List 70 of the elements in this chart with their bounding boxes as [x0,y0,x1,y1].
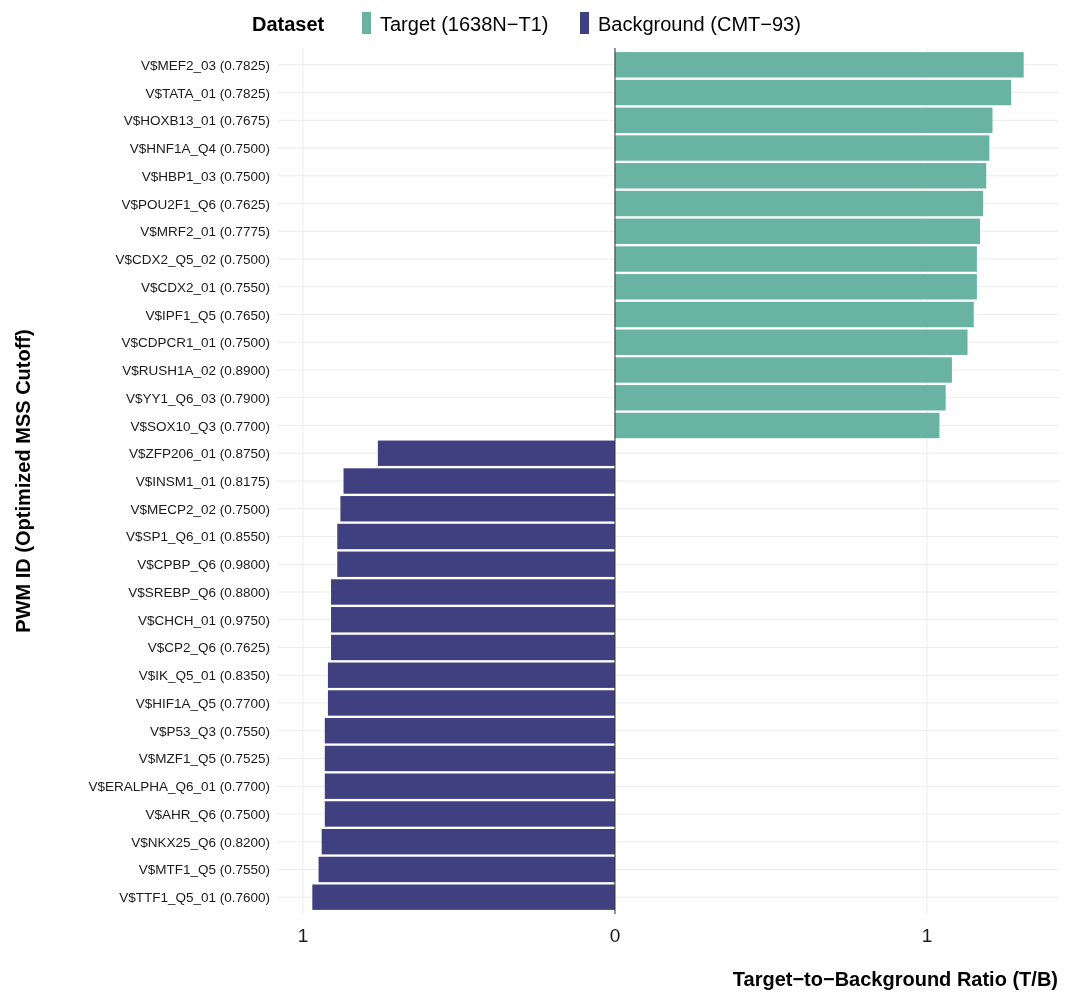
y-tick-label: V$HIF1A_Q5 (0.7700) [135,695,270,711]
y-tick-label: V$CHCH_01 (0.9750) [137,612,270,628]
y-tick-label: V$CDPCR1_01 (0.7500) [121,335,270,351]
y-tick-label: V$IK_Q5_01 (0.8350) [138,668,270,684]
bar [337,551,615,577]
bar [614,274,977,300]
bar [614,79,1012,106]
y-tick-label: V$MRF2_01 (0.7775) [140,224,270,240]
x-axis-title: Target−to−Background Ratio (T/B) [732,968,1058,990]
legend-label: Target (1638N−T1) [380,13,549,35]
bar [327,690,615,716]
y-tick-label: V$SOX10_Q3 (0.7700) [130,418,270,434]
bar [614,412,940,439]
y-tick-label: V$HBP1_03 (0.7500) [141,168,270,184]
y-tick-label: V$AHR_Q6 (0.7500) [145,806,270,822]
bar [331,634,615,661]
bar [614,301,974,328]
y-tick-label: V$ERALPHA_Q6_01 (0.7700) [88,779,270,795]
y-tick-label: V$MECP2_02 (0.7500) [130,501,270,517]
y-tick-label: V$CP2_Q6 (0.7625) [147,640,270,656]
y-tick-label: V$P53_Q3 (0.7550) [149,723,270,739]
y-tick-label: V$RUSH1A_02 (0.8900) [122,363,270,379]
bar [321,829,615,855]
x-tick-label: 1 [297,925,309,946]
y-tick-label: V$INSM1_01 (0.8175) [135,474,270,489]
bar [324,773,615,799]
bar [614,52,1024,78]
y-tick-label: V$IPF1_Q5 (0.7650) [145,307,270,323]
y-tick-label: V$CPBP_Q6 (0.9800) [137,557,270,573]
bar [312,884,615,910]
y-tick-label: V$CDX2_01 (0.7550) [140,279,270,295]
y-tick-label: V$YY1_Q6_03 (0.7900) [125,390,270,406]
bar [343,468,615,494]
y-tick-label: V$MEF2_03 (0.7825) [140,57,270,73]
y-tick-label: V$TATA_01 (0.7825) [145,85,270,101]
bar [327,662,615,688]
bar [337,523,615,550]
bar [614,190,984,217]
legend-title: Dataset [252,13,325,35]
bar [377,440,615,466]
y-axis-title: PWM ID (Optimized MSS Cutoff) [12,329,34,633]
y-tick-label: V$SREBP_Q6 (0.8800) [128,584,270,600]
bar [614,218,980,244]
y-tick-label: V$SP1_Q6_01 (0.8550) [125,529,270,545]
bar [324,718,615,744]
bar [614,385,946,411]
bar [614,135,990,161]
y-tick-label: V$HNF1A_Q4 (0.7500) [129,141,270,157]
bar [614,246,977,272]
legend-label: Background (CMT−93) [598,13,801,35]
y-tick-label: V$MZF1_Q5 (0.7525) [138,751,270,767]
y-tick-label: V$MTF1_Q5 (0.7550) [138,862,270,878]
x-tick-label: 0 [609,925,621,946]
bar [324,801,615,827]
bar [614,107,993,133]
y-tick-label: V$POU2F1_Q6 (0.7625) [121,196,270,212]
y-tick-label: V$NKX25_Q6 (0.8200) [131,834,270,850]
bar [614,357,952,383]
bar [324,745,615,772]
y-tick-label: V$ZFP206_01 (0.8750) [128,446,270,462]
y-tick-label: V$TTF1_Q5_01 (0.7600) [119,890,270,906]
bar [614,163,987,189]
bar [614,329,968,355]
x-tick-label: 1 [921,925,933,946]
bar [318,856,615,883]
bar [340,496,615,522]
y-tick-label: V$CDX2_Q5_02 (0.7500) [115,252,270,268]
bar [331,579,615,605]
bar [331,607,615,633]
y-tick-label: V$HOXB13_01 (0.7675) [123,113,270,129]
